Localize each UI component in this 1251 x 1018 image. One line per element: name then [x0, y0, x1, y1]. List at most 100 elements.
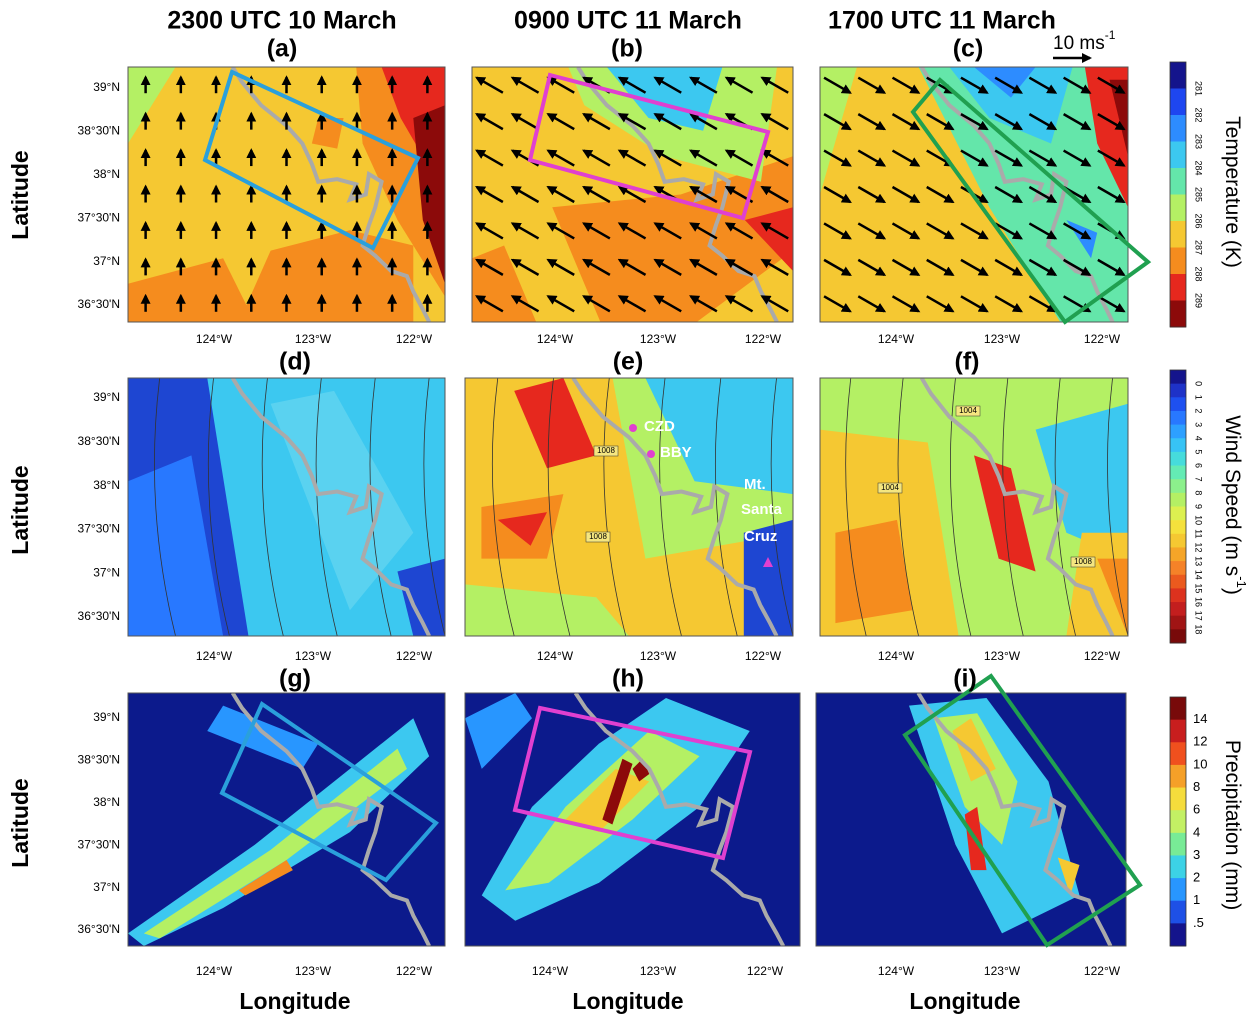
- colorbar-tick-label: 285: [1194, 187, 1204, 202]
- x-axis-label: Longitude: [572, 988, 683, 1014]
- colorbar-tick-label: 1: [1193, 892, 1200, 907]
- field-region: [514, 378, 597, 469]
- lat-tick-label: 39°N: [93, 80, 120, 94]
- wind-arrow: [1028, 149, 1058, 167]
- wind-arrow: [823, 113, 852, 131]
- wind-arrow: [960, 76, 989, 94]
- wind-arrow: [617, 258, 647, 276]
- wind-arrow: [1028, 258, 1058, 276]
- field-region: [632, 758, 650, 782]
- station-dot: [647, 450, 655, 458]
- wind-arrow: [1097, 295, 1126, 313]
- field-region: [465, 584, 629, 636]
- isobar: [154, 378, 176, 636]
- station-dot: [629, 424, 637, 432]
- wind-arrow: [1062, 149, 1092, 167]
- colorbar-segment: [1170, 300, 1186, 328]
- colorbar-tick-label: 14: [1194, 570, 1204, 580]
- wind-arrow: [760, 185, 789, 204]
- colorbar-segment: [1170, 561, 1186, 576]
- wind-arrow: [857, 258, 887, 276]
- wind-arrow: [1097, 113, 1126, 131]
- panel-label: (i): [953, 665, 977, 693]
- colorbar-tick-label: 0: [1194, 381, 1204, 386]
- study-box: [202, 69, 421, 251]
- wind-arrow: [689, 149, 718, 167]
- isobar-label-box: [877, 482, 903, 494]
- panel-frame: [464, 692, 801, 947]
- colorbar-segment: [1170, 62, 1186, 89]
- colorbar-tick-label: 15: [1194, 583, 1204, 593]
- wind-arrow: [760, 258, 789, 276]
- y-axis-label: Latitude: [7, 150, 33, 239]
- mountain-label: Mt.: [744, 476, 766, 493]
- lat-tick-label: 37°N: [93, 565, 120, 579]
- lat-tick-label: 36°30'N: [78, 922, 120, 936]
- lon-tick-label: 123°W: [640, 964, 677, 978]
- wind-arrow: [994, 185, 1024, 204]
- field-region: [602, 758, 633, 825]
- wind-arrow: [689, 76, 718, 94]
- colorbar-segment: [1170, 787, 1186, 811]
- colorbar-tick-label: 6: [1193, 802, 1200, 817]
- wind-arrow: [510, 222, 540, 240]
- map-panel: [128, 378, 445, 636]
- field-region: [820, 67, 857, 195]
- wind-arrow: [653, 113, 682, 131]
- wind-arrow: [475, 258, 504, 276]
- wind-arrow: [724, 258, 754, 276]
- colorbar-tick-label: 8: [1193, 779, 1200, 794]
- wind-arrow: [994, 258, 1024, 276]
- coastline: [916, 693, 1113, 946]
- colorbar-segment: [1170, 88, 1186, 116]
- wind-arrow: [857, 149, 887, 167]
- lat-tick-label: 37°30'N: [78, 837, 120, 851]
- lon-tick-label: 122°W: [396, 649, 433, 663]
- study-box: [902, 673, 1143, 948]
- wind-arrow: [823, 258, 852, 276]
- colorbar-segment: [1170, 410, 1186, 426]
- wind-arrow: [760, 149, 789, 167]
- colorbar-tick-label: 7: [1194, 477, 1204, 482]
- isobar-label-box: [955, 405, 981, 417]
- panel-frame: [127, 66, 446, 323]
- wind-arrow: [760, 113, 789, 131]
- wind-arrow: [510, 295, 540, 313]
- isobar: [770, 378, 793, 636]
- wind-arrow: [475, 113, 504, 131]
- colorbar-segment: [1170, 115, 1186, 142]
- lat-tick-label: 36°30'N: [78, 609, 120, 623]
- lon-tick-label: 122°W: [396, 964, 433, 978]
- coastline: [230, 67, 431, 322]
- wind-arrow: [1028, 113, 1058, 131]
- colorbar-tick-label: 10: [1194, 515, 1204, 525]
- colorbar-title-text: Wind Speed (m s: [1221, 415, 1244, 576]
- coastline: [571, 378, 779, 636]
- lon-tick-label: 124°W: [196, 964, 233, 978]
- field-region: [1097, 558, 1128, 636]
- wind-arrow: [546, 149, 575, 167]
- wind-arrow: [823, 149, 852, 167]
- wind-arrow: [857, 76, 887, 94]
- wind-arrow: [994, 295, 1024, 313]
- wind-arrow: [857, 113, 887, 131]
- lat-tick-label: 37°N: [93, 254, 120, 268]
- isobar: [261, 378, 284, 636]
- wind-scale-sup: -1: [1105, 28, 1116, 42]
- panel-label: (f): [955, 348, 980, 376]
- wind-arrow: [617, 222, 647, 240]
- wind-arrow: [1028, 185, 1058, 204]
- wind-arrow: [823, 295, 852, 313]
- isobar: [1107, 378, 1128, 636]
- colorbar-title-end: ): [1221, 588, 1244, 595]
- field-region: [143, 748, 407, 939]
- wind-arrow: [689, 185, 718, 204]
- panel-frame: [815, 692, 1127, 947]
- map-panel: [816, 693, 1126, 946]
- panel-label: (e): [613, 348, 644, 376]
- field-region: [128, 455, 224, 636]
- lon-tick-label: 124°W: [537, 649, 574, 663]
- colorbar-tick-label: 9: [1194, 504, 1204, 509]
- field-region: [1057, 857, 1080, 896]
- wind-arrow: [1062, 113, 1092, 131]
